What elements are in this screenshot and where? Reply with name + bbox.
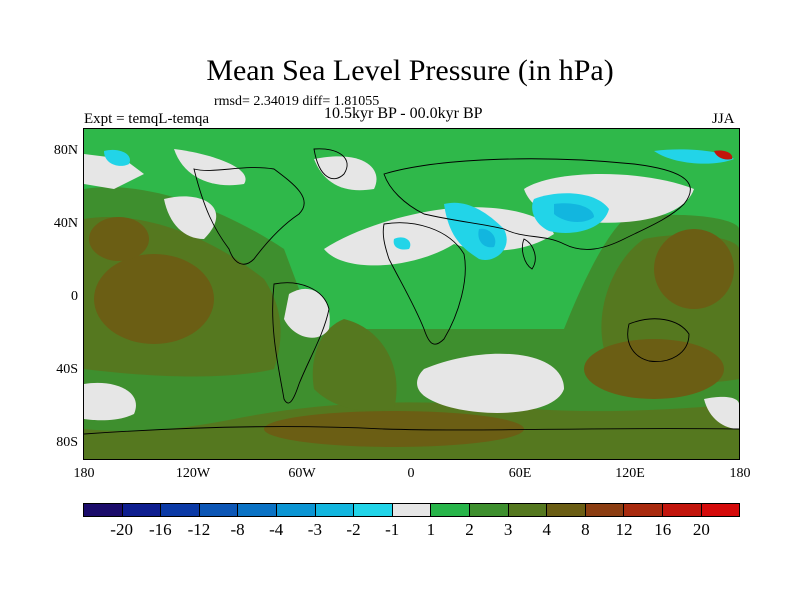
colorbar-swatch-0 (84, 504, 123, 516)
region-brown-core-3 (584, 339, 724, 399)
colorbar-label: -12 (187, 520, 211, 539)
coast-india (521, 238, 536, 270)
coast-south-america (272, 282, 330, 404)
lat-label-0: 0 (71, 289, 78, 304)
colorbar-label: 4 (542, 520, 552, 539)
season-label: JJA (712, 111, 735, 127)
region-blue-middle-east-core (478, 228, 496, 248)
stats-text: rmsd= 2.34019 diff= 1.81055 (214, 94, 380, 109)
colorbar-label: 3 (503, 520, 513, 539)
coast-antarctica (84, 426, 739, 435)
colorbar-label: 16 (654, 520, 672, 539)
region-brown-core-2 (89, 217, 149, 261)
colorbar-swatch-6 (315, 504, 355, 516)
region-brown-core-1 (94, 254, 214, 344)
colorbar-swatch-5 (276, 504, 316, 516)
colorbar-label: -16 (148, 520, 172, 539)
colorbar-label: -8 (230, 520, 245, 539)
lat-label-80n: 80N (53, 143, 78, 158)
colorbar-label: -3 (307, 520, 322, 539)
coast-eurasia (383, 158, 691, 250)
lon-label-180-left: 180 (73, 466, 95, 481)
colorbar-label: 8 (581, 520, 590, 539)
coast-greenland (313, 148, 348, 179)
region-white-america-high (164, 196, 217, 239)
region-white-south-pacific (84, 382, 136, 421)
colorbar-swatch-3 (199, 504, 239, 516)
region-brown-core-4 (654, 229, 734, 309)
map-panel (83, 128, 740, 460)
coast-australia (627, 318, 690, 362)
coast-north-america (193, 167, 305, 265)
region-white-antarctic-east (704, 396, 739, 429)
colorbar (83, 503, 740, 517)
colorbar-swatch-9 (431, 504, 470, 516)
lon-label-180-right: 180 (729, 466, 751, 481)
lon-label-60e: 60E (508, 466, 532, 481)
period-label: 10.5kyr BP - 00.0kyr BP (324, 105, 483, 122)
colorbar-label: 1 (426, 520, 436, 539)
lon-label-120e: 120E (615, 466, 645, 481)
lon-label-120w: 120W (175, 466, 211, 481)
colorbar-swatch-4 (238, 504, 277, 516)
lon-label-0: 0 (407, 466, 415, 481)
region-cyan-arctic-west (104, 149, 130, 166)
map-svg (84, 129, 739, 459)
colorbar-swatch-2 (161, 504, 200, 516)
colorbar-swatch-1 (122, 504, 162, 516)
colorbar-swatch-7 (354, 504, 393, 516)
region-white-north-2 (314, 156, 377, 191)
region-white-north-1 (174, 149, 246, 186)
lon-label-60w: 60W (288, 466, 316, 481)
colorbar-swatch-12 (547, 504, 586, 516)
chart-title: Mean Sea Level Pressure (in hPa) (206, 54, 614, 87)
colorbar-swatch-14 (624, 504, 663, 516)
region-white-south-atlantic (417, 353, 564, 413)
colorbar-swatch-16 (701, 504, 740, 516)
experiment-label: Expt = temqL-temqa (84, 111, 210, 127)
colorbar-label: -2 (346, 520, 361, 539)
colorbar-swatch-15 (662, 504, 702, 516)
colorbar-label: -1 (385, 520, 400, 539)
region-olive-atlantic-south (312, 319, 397, 411)
lat-label-40n: 40N (53, 216, 78, 231)
colorbar-label: 12 (615, 520, 633, 539)
colorbar-label: -4 (269, 520, 284, 539)
colorbar-swatch-8 (392, 504, 432, 516)
region-blue-asia-core (554, 203, 594, 223)
colorbar-swatch-11 (508, 504, 548, 516)
region-cyan-arctic-east (654, 149, 734, 164)
colorbar-swatch-10 (469, 504, 509, 516)
region-white-europe-asia (324, 207, 554, 266)
colorbar-label: 20 (692, 520, 710, 539)
lat-label-40s: 40S (56, 362, 78, 377)
region-cyan-eurasia-left (393, 237, 411, 250)
colorbar-label: -20 (110, 520, 133, 539)
lat-label-80s: 80S (56, 435, 78, 450)
colorbar-label: 2 (465, 520, 474, 539)
region-red-arctic (714, 150, 733, 160)
region-white-south-america (284, 288, 330, 338)
coastlines (84, 148, 739, 435)
colorbar-swatch-13 (585, 504, 625, 516)
coast-africa (382, 222, 466, 345)
